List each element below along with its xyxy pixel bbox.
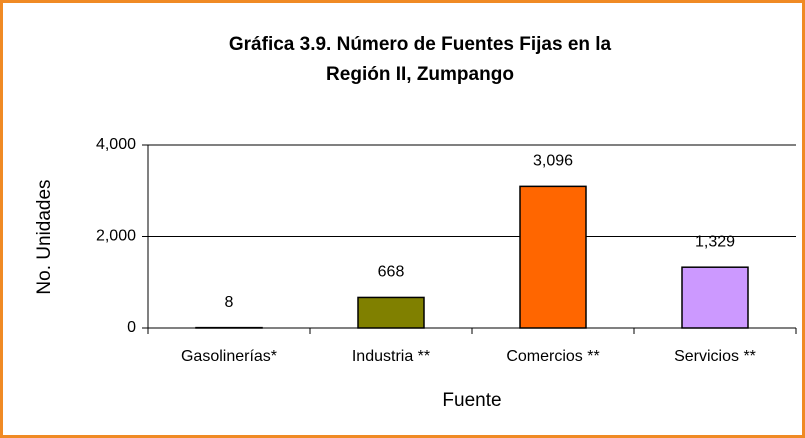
y-tick-label: 0 bbox=[127, 319, 136, 336]
x-axis-label: Fuente bbox=[442, 390, 501, 411]
y-tick-label: 4,000 bbox=[96, 136, 136, 153]
data-label: 3,096 bbox=[533, 153, 573, 170]
data-label: 668 bbox=[378, 264, 405, 281]
chart-title: Gráfica 3.9. Número de Fuentes Fijas en … bbox=[229, 34, 612, 55]
y-tick-label: 2,000 bbox=[96, 228, 136, 245]
x-tick-label: Servicios ** bbox=[674, 348, 756, 365]
data-label: 8 bbox=[225, 294, 234, 311]
x-tick-label: Industria ** bbox=[352, 348, 430, 365]
bar bbox=[357, 296, 425, 329]
chart-title: Región II, Zumpango bbox=[326, 64, 514, 85]
x-tick-label: Comercios ** bbox=[506, 348, 599, 365]
x-tick-label: Gasolinerías* bbox=[181, 348, 277, 365]
data-label: 1,329 bbox=[695, 233, 735, 250]
bar bbox=[519, 185, 587, 329]
bar bbox=[681, 266, 749, 329]
y-axis-label: No. Unidades bbox=[34, 179, 55, 294]
